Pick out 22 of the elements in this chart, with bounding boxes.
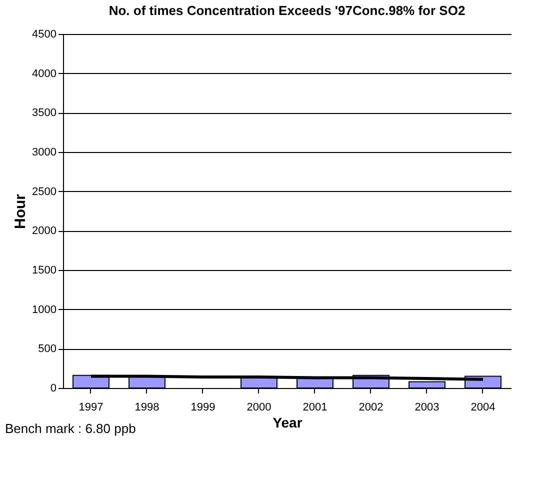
x-tick-label: 2004	[470, 402, 496, 414]
y-tick-label: 2000	[32, 225, 56, 238]
y-tick-label: 3500	[32, 107, 56, 120]
x-tick-label: 2003	[414, 402, 440, 414]
x-tick-label: 2001	[302, 402, 328, 414]
chart-title: No. of times Concentration Exceeds '97Conc.98% for SO2	[108, 3, 466, 18]
x-tick-label: 2000	[246, 402, 272, 414]
x-axis-title: Year	[272, 414, 303, 430]
y-tick-label: 500	[38, 343, 56, 356]
y-tick-label: 4500	[32, 28, 56, 40]
text: Bench mark : 6.80 ppb	[5, 421, 136, 436]
x-tick-label: 2002	[358, 402, 384, 414]
x-tick-label: 1998	[134, 402, 160, 414]
y-axis-title: Hour	[12, 194, 30, 229]
y-tick-label: 4000	[32, 68, 56, 80]
y-tick-label: 0	[50, 382, 56, 394]
y-tick-label: 1500	[32, 264, 56, 276]
y-tick-label: 3000	[32, 146, 56, 158]
x-tick-label: 1999	[190, 402, 216, 414]
x-tick-label: 1997	[78, 402, 104, 414]
y-tick-label: 2500	[32, 186, 56, 198]
y-tick-label: 1000	[32, 304, 56, 316]
